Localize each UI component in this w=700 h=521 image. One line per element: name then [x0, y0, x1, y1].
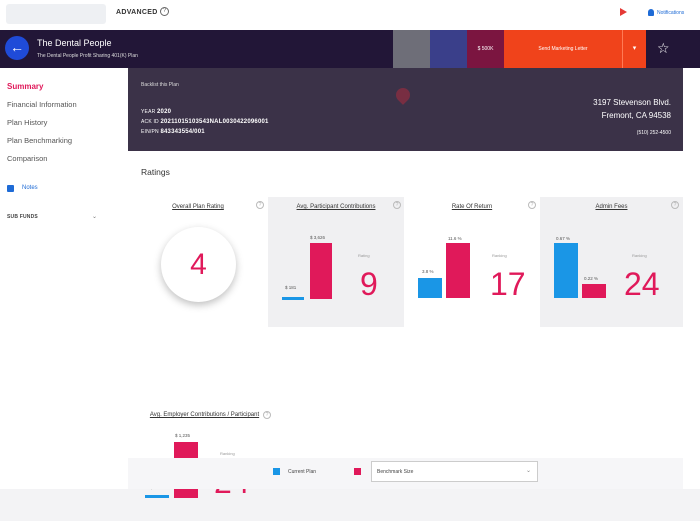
rating-label: Ranking: [492, 253, 507, 258]
benchmark-select[interactable]: Benchmark Size ⌄: [371, 461, 538, 482]
plan-title: The Dental People: [37, 38, 112, 48]
info-icon[interactable]: ?: [671, 201, 679, 209]
chart-legend: Current Plan Benchmark Size ⌄: [128, 458, 683, 489]
card-title[interactable]: Admin Fees: [595, 204, 628, 210]
plan-stat-button-gray[interactable]: [393, 30, 430, 68]
current-value-label: $ 181: [285, 285, 297, 290]
ein-value: 843343554/001: [160, 129, 205, 135]
main-content: Backlist this Plan YEAR 2020 ACK ID 2021…: [128, 68, 683, 499]
overall-rating-value: 4: [161, 227, 236, 302]
ein-label: EIN/PN: [141, 129, 159, 135]
employer-benchmark-value-label: $ 1,235: [175, 433, 191, 438]
current-bar: [554, 243, 578, 298]
star-icon[interactable]: ☆: [657, 40, 670, 56]
advanced-search-link[interactable]: ADVANCED: [116, 9, 158, 16]
plan-assets-button[interactable]: $ 500K: [467, 30, 504, 68]
bell-icon[interactable]: [648, 9, 654, 16]
sidebar: Summary Financial Information Plan Histo…: [0, 68, 128, 489]
plan-header-bar: ← The Dental People The Dental People Pr…: [0, 30, 700, 68]
flag-icon[interactable]: [620, 8, 627, 16]
plan-subtitle: The Dental People Profit Sharing 401(K) …: [37, 53, 138, 59]
right-gutter: [683, 68, 700, 489]
info-icon[interactable]: ?: [528, 201, 536, 209]
notifications-link[interactable]: Notifications: [657, 10, 685, 16]
chevron-down-icon: ⌄: [525, 468, 531, 474]
send-options-dropdown[interactable]: ▾: [622, 30, 646, 68]
benchmark-swatch: [354, 468, 361, 475]
benchmark-value-label: 0.22 %: [584, 276, 599, 281]
participant-contributions-card: Avg. Participant Contributions ? $ 181 $…: [268, 197, 404, 327]
ack-label: ACK ID: [141, 119, 159, 125]
info-icon[interactable]: ?: [256, 201, 264, 209]
sub-funds-toggle[interactable]: SUB FUNDS: [7, 214, 38, 220]
chevron-down-icon[interactable]: ⌄: [92, 214, 98, 220]
benchmark-value-label: 11.6 %: [448, 236, 462, 241]
ratings-panel: Ratings Overall Plan Rating ? 4 Avg. Par…: [128, 151, 683, 499]
ratings-title: Ratings: [141, 167, 170, 177]
sidebar-item-summary[interactable]: Summary: [7, 82, 44, 91]
card-title[interactable]: Avg. Employer Contributions / Participan…: [149, 412, 260, 418]
backlist-link[interactable]: Backlist this Plan: [141, 82, 179, 88]
info-icon[interactable]: ?: [160, 7, 169, 16]
rating-value: 9: [360, 266, 378, 302]
map-pin-icon: [393, 85, 413, 105]
notes-label[interactable]: Notes: [22, 185, 38, 191]
admin-fees-card: Admin Fees ? 0.67 % 0.22 % Ranking 24: [540, 197, 683, 327]
benchmark-value-label: $ 3,626: [310, 235, 326, 240]
back-button[interactable]: ←: [5, 36, 29, 60]
current-bar: [282, 297, 304, 300]
employer-rating-label: Ranking: [220, 451, 235, 456]
employer-contributions-card: Avg. Employer Contributions / Participan…: [142, 411, 271, 521]
rating-label: Rating: [358, 253, 370, 258]
sidebar-item-financial-information[interactable]: Financial Information: [7, 100, 77, 109]
overall-rating-card: Overall Plan Rating ? 4: [128, 197, 268, 327]
current-plan-label: Current Plan: [288, 469, 317, 475]
rate-of-return-card: Rate Of Return ? 3.8 % 11.6 % Ranking 17: [404, 197, 540, 327]
benchmark-select-value: Benchmark Size: [377, 469, 414, 475]
benchmark-bar: [582, 284, 606, 298]
phone-number: (510) 252-4500: [636, 130, 671, 136]
year-line: YEAR 2020: [141, 109, 171, 115]
current-value-label: 3.8 %: [422, 269, 434, 274]
ack-line: ACK ID 20211015103543NAL0030422096001: [141, 119, 269, 125]
ein-line: EIN/PN 843343554/001: [141, 129, 205, 135]
current-bar: [418, 278, 442, 298]
current-value-label: 0.67 %: [556, 236, 571, 241]
benchmark-bar: [310, 243, 332, 299]
search-input[interactable]: [6, 4, 106, 24]
employer-current-bar: [145, 495, 169, 498]
notes-checkbox[interactable]: [7, 185, 14, 192]
overall-rating-title[interactable]: Overall Plan Rating: [172, 204, 224, 210]
plan-stat-button-blue[interactable]: [430, 30, 467, 68]
year-value: 2020: [157, 109, 172, 115]
card-title[interactable]: Rate Of Return: [451, 204, 493, 210]
current-plan-swatch: [273, 468, 280, 475]
info-icon[interactable]: ?: [393, 201, 401, 209]
info-icon[interactable]: ?: [263, 411, 271, 419]
send-marketing-letter-button[interactable]: Send Marketing Letter: [504, 30, 622, 68]
rating-value: 17: [490, 266, 526, 302]
rating-value: 24: [624, 266, 660, 302]
ack-value: 20211015103543NAL0030422096001: [160, 119, 269, 125]
sidebar-item-plan-history[interactable]: Plan History: [7, 118, 48, 127]
plan-banner: Backlist this Plan YEAR 2020 ACK ID 2021…: [128, 68, 683, 151]
address-line-2: Fremont, CA 94538: [601, 111, 671, 120]
sidebar-item-plan-benchmarking[interactable]: Plan Benchmarking: [7, 136, 73, 145]
rating-label: Ranking: [632, 253, 647, 258]
card-title[interactable]: Avg. Participant Contributions: [296, 204, 376, 210]
top-search-bar: ADVANCED ? Notifications: [0, 0, 700, 30]
sidebar-item-comparison[interactable]: Comparison: [7, 154, 48, 163]
year-label: YEAR: [141, 109, 156, 115]
address-line-1: 3197 Stevenson Blvd.: [593, 98, 671, 107]
benchmark-bar: [446, 243, 470, 298]
